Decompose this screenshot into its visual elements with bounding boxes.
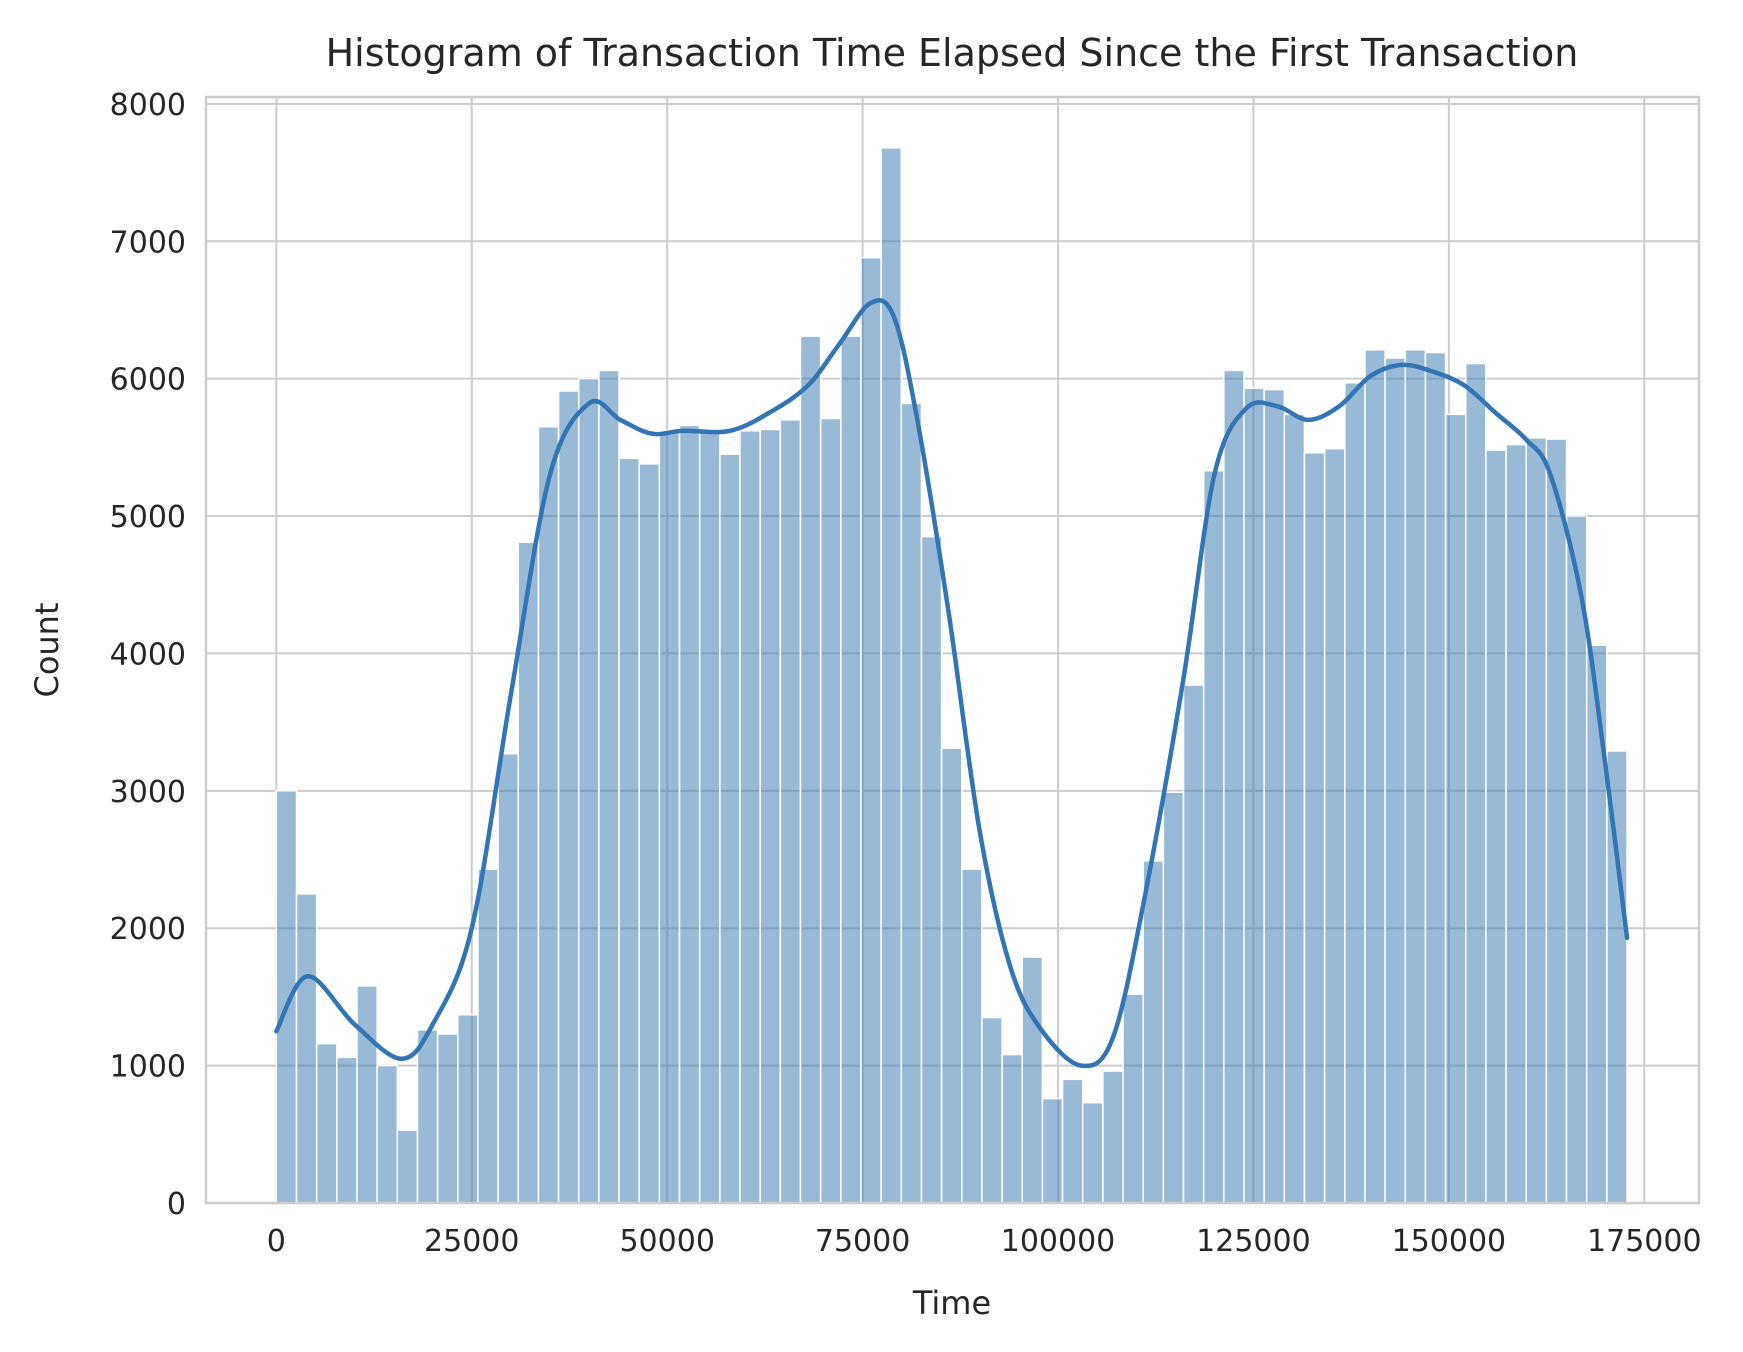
histogram-bar bbox=[1081, 1101, 1104, 1204]
x-tick-label-3: 75000 bbox=[815, 1224, 910, 1259]
histogram-bar bbox=[1162, 791, 1185, 1204]
histogram-bar bbox=[1364, 349, 1386, 1204]
histogram-bar bbox=[1384, 357, 1407, 1204]
histogram-bar bbox=[1001, 1053, 1023, 1204]
histogram-bar bbox=[336, 1056, 358, 1204]
histogram-bar bbox=[698, 431, 721, 1204]
histogram-bar bbox=[1585, 644, 1608, 1204]
histogram-bar bbox=[719, 453, 741, 1204]
x-tick-label-4: 100000 bbox=[1001, 1224, 1116, 1259]
histogram-bar bbox=[497, 752, 520, 1204]
y-tick-label-2: 2000 bbox=[110, 912, 186, 947]
histogram-bar bbox=[557, 390, 580, 1204]
histogram-bar bbox=[295, 893, 318, 1204]
histogram-bar bbox=[356, 985, 378, 1204]
histogram-bar bbox=[1525, 436, 1548, 1204]
histogram-bar bbox=[1283, 413, 1306, 1204]
histogram-bar bbox=[880, 147, 903, 1204]
kde-layer bbox=[274, 298, 1630, 1069]
histogram-bar bbox=[1142, 860, 1165, 1204]
histogram-bar bbox=[940, 747, 963, 1204]
histogram-bar bbox=[315, 1042, 338, 1204]
histogram-bar bbox=[598, 369, 620, 1204]
histogram-bar bbox=[1102, 1070, 1124, 1204]
histogram-bar bbox=[1323, 447, 1346, 1204]
histogram-bar bbox=[779, 419, 802, 1204]
histogram-bar bbox=[1202, 469, 1225, 1204]
x-tick-label-1: 25000 bbox=[424, 1224, 519, 1259]
histogram-bar bbox=[1424, 351, 1447, 1204]
histogram-bar bbox=[1404, 349, 1427, 1204]
histogram-bar bbox=[1243, 387, 1265, 1204]
plot-frame bbox=[204, 95, 1701, 1205]
bar-layer bbox=[275, 147, 1628, 1204]
histogram-bar bbox=[618, 457, 640, 1204]
y-axis-label: Count bbox=[28, 602, 66, 697]
histogram-bar bbox=[396, 1129, 419, 1204]
histogram-bar bbox=[1505, 443, 1527, 1204]
histogram-bar bbox=[537, 425, 560, 1204]
x-tick-labels: 0 25000 50000 75000 100000 125000 150000 175000 bbox=[267, 1224, 1702, 1259]
histogram-bar bbox=[1303, 452, 1326, 1204]
histogram-bar bbox=[1545, 438, 1568, 1204]
histogram-bar bbox=[1061, 1078, 1084, 1204]
histogram-bar bbox=[275, 790, 298, 1204]
histogram-bar bbox=[1606, 750, 1628, 1204]
y-tick-label-1: 1000 bbox=[110, 1050, 186, 1085]
y-tick-label-6: 6000 bbox=[110, 363, 186, 398]
histogram-bar bbox=[739, 430, 761, 1204]
histogram-bar bbox=[961, 868, 983, 1204]
histogram-bar bbox=[860, 256, 882, 1204]
histogram-bar bbox=[840, 335, 862, 1204]
y-tick-label-3: 3000 bbox=[110, 775, 186, 810]
x-tick-label-6: 150000 bbox=[1392, 1224, 1507, 1259]
histogram-bar bbox=[436, 1033, 459, 1204]
x-tick-label-7: 175000 bbox=[1587, 1224, 1702, 1259]
histogram-bar bbox=[638, 463, 661, 1204]
histogram-bar bbox=[577, 377, 600, 1204]
kde-line bbox=[274, 298, 1630, 1069]
x-tick-label-2: 50000 bbox=[619, 1224, 714, 1259]
y-tick-label-7: 7000 bbox=[110, 225, 186, 260]
x-tick-label-5: 125000 bbox=[1196, 1224, 1311, 1259]
histogram-bar bbox=[759, 428, 782, 1204]
histogram-bar bbox=[981, 1016, 1003, 1204]
x-tick-label-0: 0 bbox=[267, 1224, 286, 1259]
histogram-bar bbox=[658, 430, 681, 1204]
histogram-bar bbox=[1464, 362, 1487, 1204]
y-tick-label-8: 8000 bbox=[110, 88, 186, 123]
y-tick-label-5: 5000 bbox=[110, 500, 186, 535]
histogram-bar bbox=[1485, 449, 1507, 1204]
histogram-bar bbox=[416, 1029, 439, 1204]
histogram-bar bbox=[376, 1064, 399, 1204]
histogram-bar bbox=[1263, 388, 1286, 1204]
histogram-bar bbox=[1223, 369, 1245, 1204]
chart-title: Histogram of Transaction Time Elapsed Si… bbox=[326, 31, 1579, 75]
histogram-bar bbox=[1182, 684, 1205, 1204]
y-tick-labels: 0 1000 2000 3000 4000 5000 6000 7000 8000 bbox=[110, 88, 186, 1222]
histogram-bar bbox=[678, 424, 701, 1204]
y-tick-label-0: 0 bbox=[167, 1187, 186, 1222]
histogram-bar bbox=[1122, 993, 1144, 1204]
histogram-bar bbox=[457, 1014, 479, 1204]
histogram-bar bbox=[900, 402, 923, 1204]
histogram-bar bbox=[1444, 413, 1467, 1204]
histogram-bar bbox=[1021, 956, 1044, 1204]
histogram-bar bbox=[1041, 1097, 1064, 1204]
y-tick-label-4: 4000 bbox=[110, 637, 186, 672]
x-axis-label: Time bbox=[912, 1284, 991, 1322]
histogram-bar bbox=[477, 868, 499, 1204]
histogram-bar bbox=[920, 535, 943, 1204]
histogram-bar bbox=[799, 335, 822, 1204]
histogram-bar bbox=[819, 417, 842, 1204]
histogram-bar bbox=[1344, 382, 1366, 1204]
